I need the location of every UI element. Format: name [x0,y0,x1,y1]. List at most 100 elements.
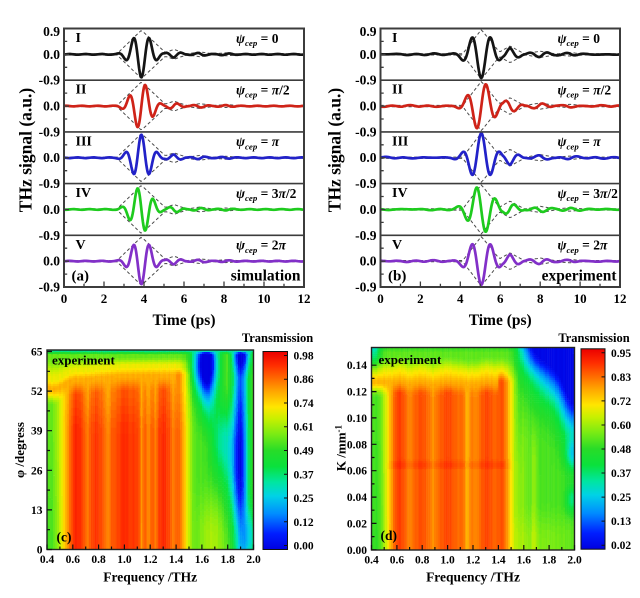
svg-text:0.0: 0.0 [43,202,60,217]
svg-text:0.8: 0.8 [91,554,106,566]
svg-text:ψcep = 0: ψcep = 0 [236,31,279,48]
svg-text:2: 2 [101,291,108,306]
svg-text:0.12: 0.12 [294,517,314,529]
svg-text:0.02: 0.02 [611,540,631,552]
svg-text:experiment: experiment [542,268,618,285]
svg-text:0.49: 0.49 [294,446,314,458]
svg-text:V: V [392,238,402,253]
svg-text:II: II [392,83,403,98]
svg-text:0.9: 0.9 [360,24,377,39]
svg-text:0.60: 0.60 [611,420,631,432]
svg-text:0.9: 0.9 [43,24,60,39]
svg-text:1.8: 1.8 [221,554,236,566]
svg-text:6: 6 [497,291,504,306]
svg-text:-0.9: -0.9 [39,280,61,295]
svg-text:0.06: 0.06 [347,466,367,478]
svg-text:0.0: 0.0 [360,47,377,62]
svg-text:0.0: 0.0 [360,150,377,165]
svg-text:0.25: 0.25 [611,492,631,504]
svg-text:II: II [76,83,87,98]
svg-text:0.6: 0.6 [66,554,81,566]
svg-text:0.12: 0.12 [347,387,367,399]
svg-text:-0.9: -0.9 [355,73,377,88]
svg-text:0.08: 0.08 [347,439,367,451]
svg-text:experiment: experiment [379,352,442,367]
svg-text:4: 4 [141,291,148,306]
svg-text:1.4: 1.4 [169,554,184,566]
svg-text:0.4: 0.4 [364,555,379,567]
svg-text:0.83: 0.83 [611,372,631,384]
svg-text:-0.9: -0.9 [39,73,61,88]
svg-text:Transmission: Transmission [242,331,313,345]
svg-text:K /mm-1: K /mm-1 [334,424,349,471]
svg-text:1.6: 1.6 [517,555,532,567]
svg-text:0.86: 0.86 [294,374,314,386]
svg-text:0.25: 0.25 [294,493,314,505]
svg-text:I: I [392,31,397,46]
svg-text:-0.9: -0.9 [355,280,377,295]
svg-text:0.48: 0.48 [611,444,631,456]
svg-text:0.0: 0.0 [360,254,377,269]
svg-text:0.0: 0.0 [43,47,60,62]
svg-text:0.0: 0.0 [43,254,60,269]
svg-text:0: 0 [37,545,43,557]
svg-text:0: 0 [377,291,384,306]
svg-text:III: III [392,134,408,149]
svg-text:0.72: 0.72 [611,396,631,408]
svg-text:φ /degress: φ /degress [12,422,27,478]
svg-text:2.0: 2.0 [246,554,261,566]
svg-text:ψcep = π/2: ψcep = π/2 [236,83,290,100]
svg-text:0.13: 0.13 [611,516,631,528]
svg-text:10: 10 [574,291,587,306]
svg-text:0.0: 0.0 [43,99,60,114]
svg-text:12: 12 [614,291,627,306]
svg-text:(a): (a) [72,269,90,285]
svg-text:ψcep = 2π: ψcep = 2π [558,238,608,255]
svg-text:0.0: 0.0 [360,99,377,114]
svg-text:I: I [76,31,81,46]
svg-text:0.02: 0.02 [347,518,367,530]
svg-text:0.00: 0.00 [347,545,367,557]
svg-text:13: 13 [31,505,43,517]
svg-text:-0.9: -0.9 [39,176,61,191]
svg-text:ψcep = 0: ψcep = 0 [558,31,601,48]
svg-text:0.95: 0.95 [611,348,631,360]
svg-text:IV: IV [392,186,408,201]
svg-text:ψcep = π/2: ψcep = π/2 [558,83,612,100]
svg-text:1.4: 1.4 [491,555,506,567]
svg-text:0.61: 0.61 [294,422,314,434]
svg-text:-0.9: -0.9 [355,124,377,139]
svg-text:(d): (d) [381,528,398,543]
svg-text:-0.9: -0.9 [39,124,61,139]
svg-text:0.37: 0.37 [611,468,631,480]
svg-text:V: V [76,238,86,253]
svg-text:THz signal (a.u.): THz signal (a.u.) [16,88,36,213]
svg-text:39: 39 [31,426,43,438]
svg-text:Time (ps): Time (ps) [152,312,215,329]
svg-text:ψcep = 2π: ψcep = 2π [236,238,286,255]
svg-text:IV: IV [76,186,92,201]
svg-text:12: 12 [298,291,311,306]
svg-text:0.0: 0.0 [43,150,60,165]
svg-text:0.4: 0.4 [40,554,55,566]
svg-text:0.37: 0.37 [294,469,314,481]
svg-text:0.8: 0.8 [415,555,430,567]
svg-text:(b): (b) [388,269,406,285]
svg-text:1.0: 1.0 [117,554,132,566]
svg-text:0.6: 0.6 [390,555,405,567]
svg-text:0.0: 0.0 [360,202,377,217]
svg-text:(c): (c) [57,530,72,545]
svg-text:-0.9: -0.9 [355,228,377,243]
svg-text:1.6: 1.6 [195,554,210,566]
svg-text:1.2: 1.2 [466,555,481,567]
svg-text:ψcep = π: ψcep = π [236,134,280,151]
svg-text:Time (ps): Time (ps) [469,312,532,329]
svg-text:simulation: simulation [231,268,301,285]
svg-text:0.00: 0.00 [294,541,314,553]
svg-text:8: 8 [537,291,544,306]
svg-text:26: 26 [31,465,43,477]
svg-text:0.14: 0.14 [347,360,367,372]
svg-text:1.2: 1.2 [143,554,158,566]
svg-text:0.10: 0.10 [347,413,367,425]
svg-text:III: III [76,134,92,149]
